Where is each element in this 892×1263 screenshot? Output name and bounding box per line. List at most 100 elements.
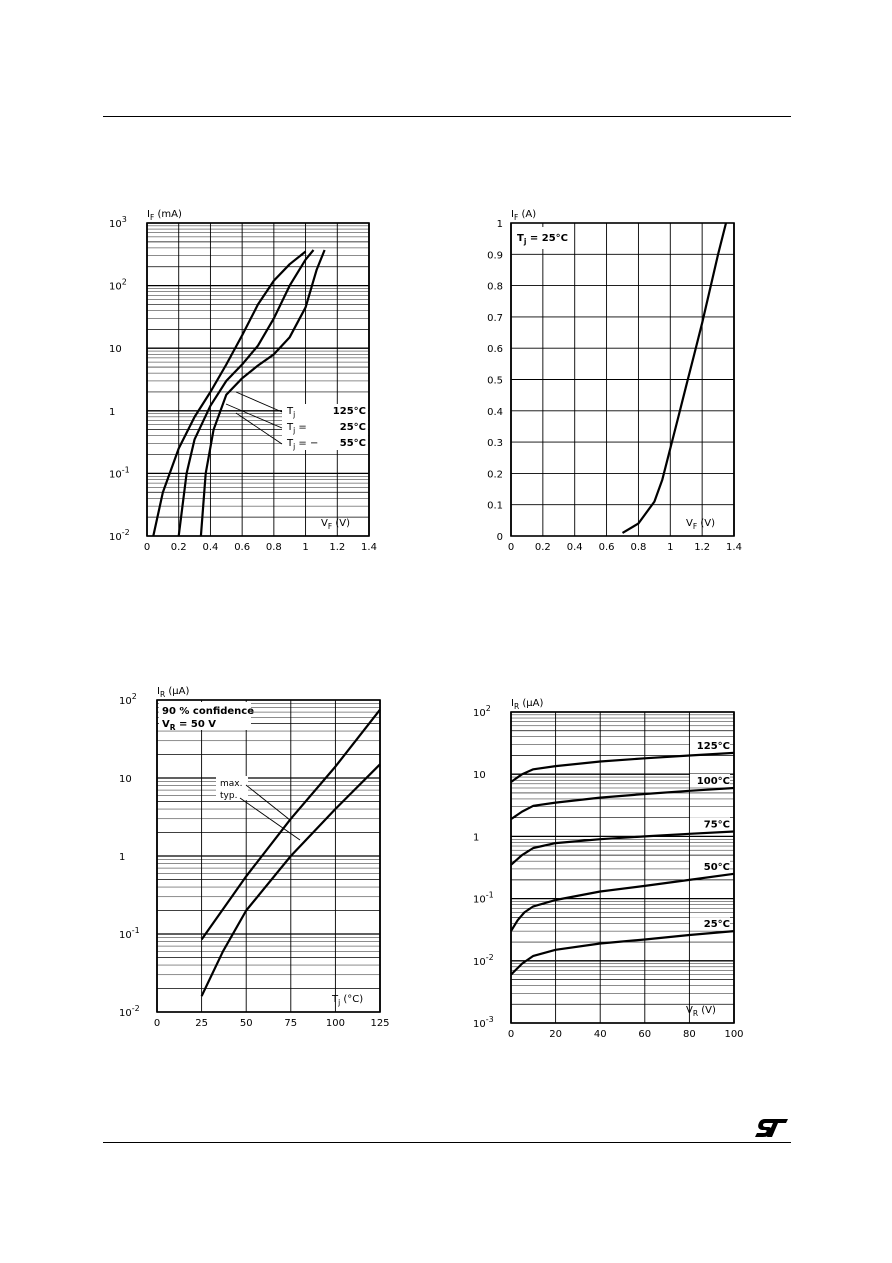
x-tick-label: 0.2 xyxy=(535,542,551,553)
series-label-box xyxy=(690,917,730,930)
x-tick-label: 100 xyxy=(326,1018,345,1029)
series-line xyxy=(510,751,735,783)
x-tick-label: 80 xyxy=(683,1029,696,1040)
y-tick-label: 10-2 xyxy=(109,528,130,543)
series-leader-line xyxy=(245,784,291,821)
x-tick-label: 100 xyxy=(724,1029,743,1040)
series-line xyxy=(200,709,381,941)
series-label: 75°C xyxy=(704,819,730,830)
x-axis-label: VF (V) xyxy=(321,518,350,531)
annotation-confidence: 90 % confidence xyxy=(162,706,254,717)
legend-leader-line xyxy=(225,403,283,429)
x-tick-label: 50 xyxy=(240,1018,253,1029)
x-tick-label: 0.4 xyxy=(202,542,218,553)
x-tick-label: 1.2 xyxy=(329,542,345,553)
series-label: 125°C xyxy=(697,741,730,752)
series-line xyxy=(510,830,735,866)
plot-frame xyxy=(156,699,381,1013)
legend-entry-label: Tj = xyxy=(286,422,307,435)
series-label: 25°C xyxy=(704,919,730,930)
plot-frame xyxy=(510,711,735,1024)
y-tick-label: 10-1 xyxy=(119,926,140,941)
x-tick-label: 20 xyxy=(549,1029,562,1040)
x-tick-label: 0 xyxy=(508,542,514,553)
annotation-box xyxy=(159,702,251,730)
series-line xyxy=(177,249,315,537)
legend-entry-label: Tj xyxy=(286,406,295,419)
y-tick-label: 10-3 xyxy=(473,1015,494,1030)
y-tick-label: 10-2 xyxy=(119,1004,140,1019)
x-tick-label: 125 xyxy=(370,1018,389,1029)
y-tick-label: 1 xyxy=(119,852,125,863)
y-tick-label: 0.7 xyxy=(487,313,503,324)
y-tick-label: 0.5 xyxy=(487,376,503,387)
y-tick-label: 0.2 xyxy=(487,469,503,480)
series-line xyxy=(152,250,307,537)
y-tick-label: 1 xyxy=(473,832,479,843)
series-line xyxy=(510,930,735,976)
y-tick-label: 10 xyxy=(473,770,486,781)
header-rule xyxy=(103,116,791,117)
series-label: 100°C xyxy=(697,776,730,787)
y-tick-label: 0.4 xyxy=(487,407,503,418)
y-tick-label: 0 xyxy=(497,532,503,543)
annotation-voltage: VR = 50 V xyxy=(162,719,216,732)
x-tick-label: 1.4 xyxy=(726,542,742,553)
series-label-box xyxy=(690,773,730,786)
y-axis-label: IR (µA) xyxy=(511,698,543,711)
y-axis-label: IF (A) xyxy=(511,209,536,222)
x-tick-label: 0.6 xyxy=(599,542,615,553)
y-tick-label: 10-1 xyxy=(109,465,130,480)
x-tick-label: 0.8 xyxy=(630,542,646,553)
x-tick-label: 1.4 xyxy=(361,542,377,553)
legend-leader-line xyxy=(235,412,283,445)
x-tick-label: 0 xyxy=(144,542,150,553)
x-tick-label: 0.8 xyxy=(266,542,282,553)
plot-frame xyxy=(146,222,370,537)
plot-frame xyxy=(510,222,735,537)
y-tick-label: 0.6 xyxy=(487,344,503,355)
x-tick-label: 0.2 xyxy=(171,542,187,553)
series-line xyxy=(510,872,735,932)
series-line xyxy=(200,763,381,997)
x-tick-label: 60 xyxy=(638,1029,651,1040)
series-label-box xyxy=(690,817,730,830)
y-tick-label: 0.9 xyxy=(487,250,503,261)
y-tick-label: 1 xyxy=(109,407,115,418)
series-leader-line xyxy=(239,797,301,841)
y-tick-label: 102 xyxy=(473,704,491,719)
series-label-box xyxy=(690,859,730,872)
footer-rule xyxy=(103,1142,791,1143)
x-tick-label: 1 xyxy=(667,542,673,553)
st-logo-text: ST xyxy=(754,1117,756,1118)
x-tick-label: 75 xyxy=(284,1018,297,1029)
legend-entry-label: Tj = − xyxy=(286,438,318,451)
x-axis-label: VR (V) xyxy=(686,1005,716,1018)
y-tick-label: 10-2 xyxy=(473,953,494,968)
y-tick-label: 0.1 xyxy=(487,501,503,512)
legend-box xyxy=(282,404,368,450)
x-tick-label: 1.2 xyxy=(694,542,710,553)
legend-leader-line xyxy=(235,391,283,413)
series-line xyxy=(621,222,728,534)
series-label-box xyxy=(690,738,730,751)
series-line xyxy=(510,786,735,821)
legend-entry-value: 125°C xyxy=(333,406,366,417)
y-tick-label: 102 xyxy=(119,692,137,707)
y-tick-label: 0.3 xyxy=(487,438,503,449)
series-label-box xyxy=(216,776,248,800)
x-tick-label: 40 xyxy=(594,1029,607,1040)
y-tick-label: 103 xyxy=(109,215,127,230)
x-axis-label: VF (V) xyxy=(686,518,715,531)
y-tick-label: 1 xyxy=(497,219,503,230)
series-label-typ: typ. xyxy=(220,791,237,801)
y-axis-label: IF (mA) xyxy=(147,209,182,222)
x-tick-label: 0.4 xyxy=(567,542,583,553)
x-tick-label: 1 xyxy=(302,542,308,553)
y-tick-label: 10 xyxy=(119,774,132,785)
series-label: 50°C xyxy=(704,862,730,873)
